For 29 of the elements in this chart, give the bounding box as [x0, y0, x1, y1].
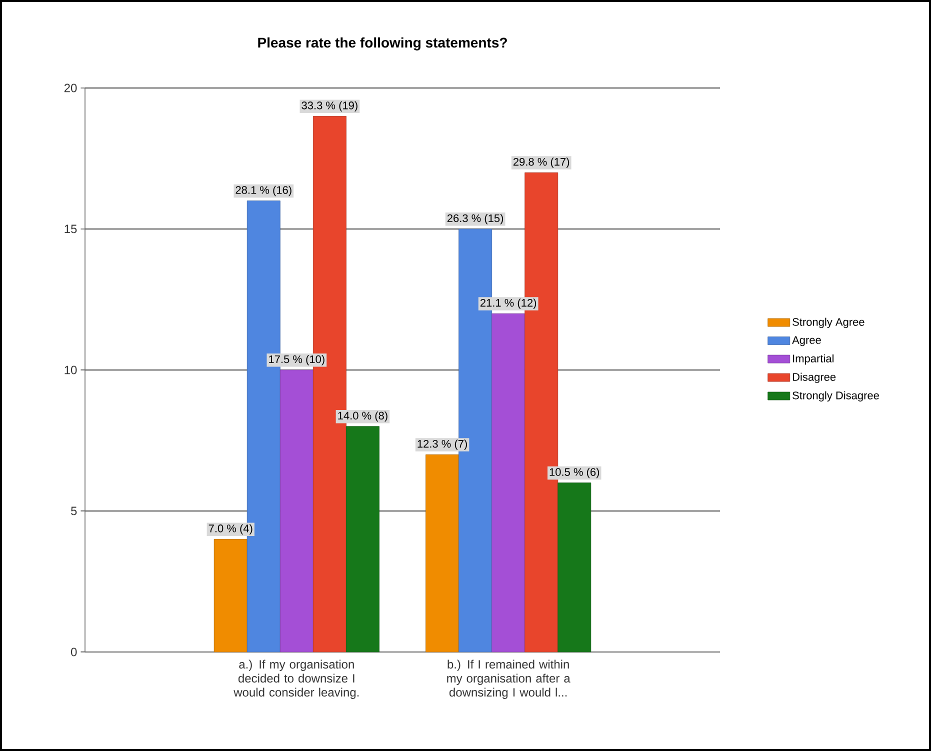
legend-label: Agree [792, 336, 821, 346]
data-label: 29.8 % (17) [513, 158, 570, 168]
bar [280, 370, 314, 652]
chart-title: Please rate the following statements? [258, 37, 507, 50]
bar [214, 538, 248, 652]
y-tick-label: 5 [71, 506, 77, 516]
y-tick-label: 0 [71, 648, 77, 656]
x-tick-label: a.) If my organisation decided to downsize I would consider leaving. [234, 660, 359, 699]
y-tick-label: 20 [64, 84, 77, 92]
x-tick-label: b.) If I remained within my organisation after a downsizing I would l... [447, 660, 570, 699]
data-label: 33.3 % (19) [302, 101, 358, 112]
data-label: 21.1 % (12) [480, 298, 536, 309]
legend-label: Impartial [793, 354, 834, 365]
data-label: 14.0 % (8) [338, 411, 388, 422]
y-tick-label: 15 [64, 224, 77, 234]
bar [492, 313, 526, 652]
data-label: 10.5 % (6) [550, 468, 600, 478]
bar [558, 482, 592, 652]
bar [346, 426, 380, 652]
y-tick-label: 10 [64, 366, 77, 374]
legend-label: Strongly Disagree [792, 391, 879, 402]
data-label: 28.1 % (16) [236, 186, 292, 196]
legend-label: Disagree [792, 372, 836, 384]
data-label: 7.0 % (4) [208, 524, 252, 534]
bar [426, 454, 460, 652]
legend-label: Strongly Agree [792, 318, 864, 328]
data-label: 17.5 % (10) [269, 355, 324, 366]
data-label: 26.3 % (15) [447, 214, 504, 224]
data-label: 12.3 % (7) [418, 440, 467, 450]
